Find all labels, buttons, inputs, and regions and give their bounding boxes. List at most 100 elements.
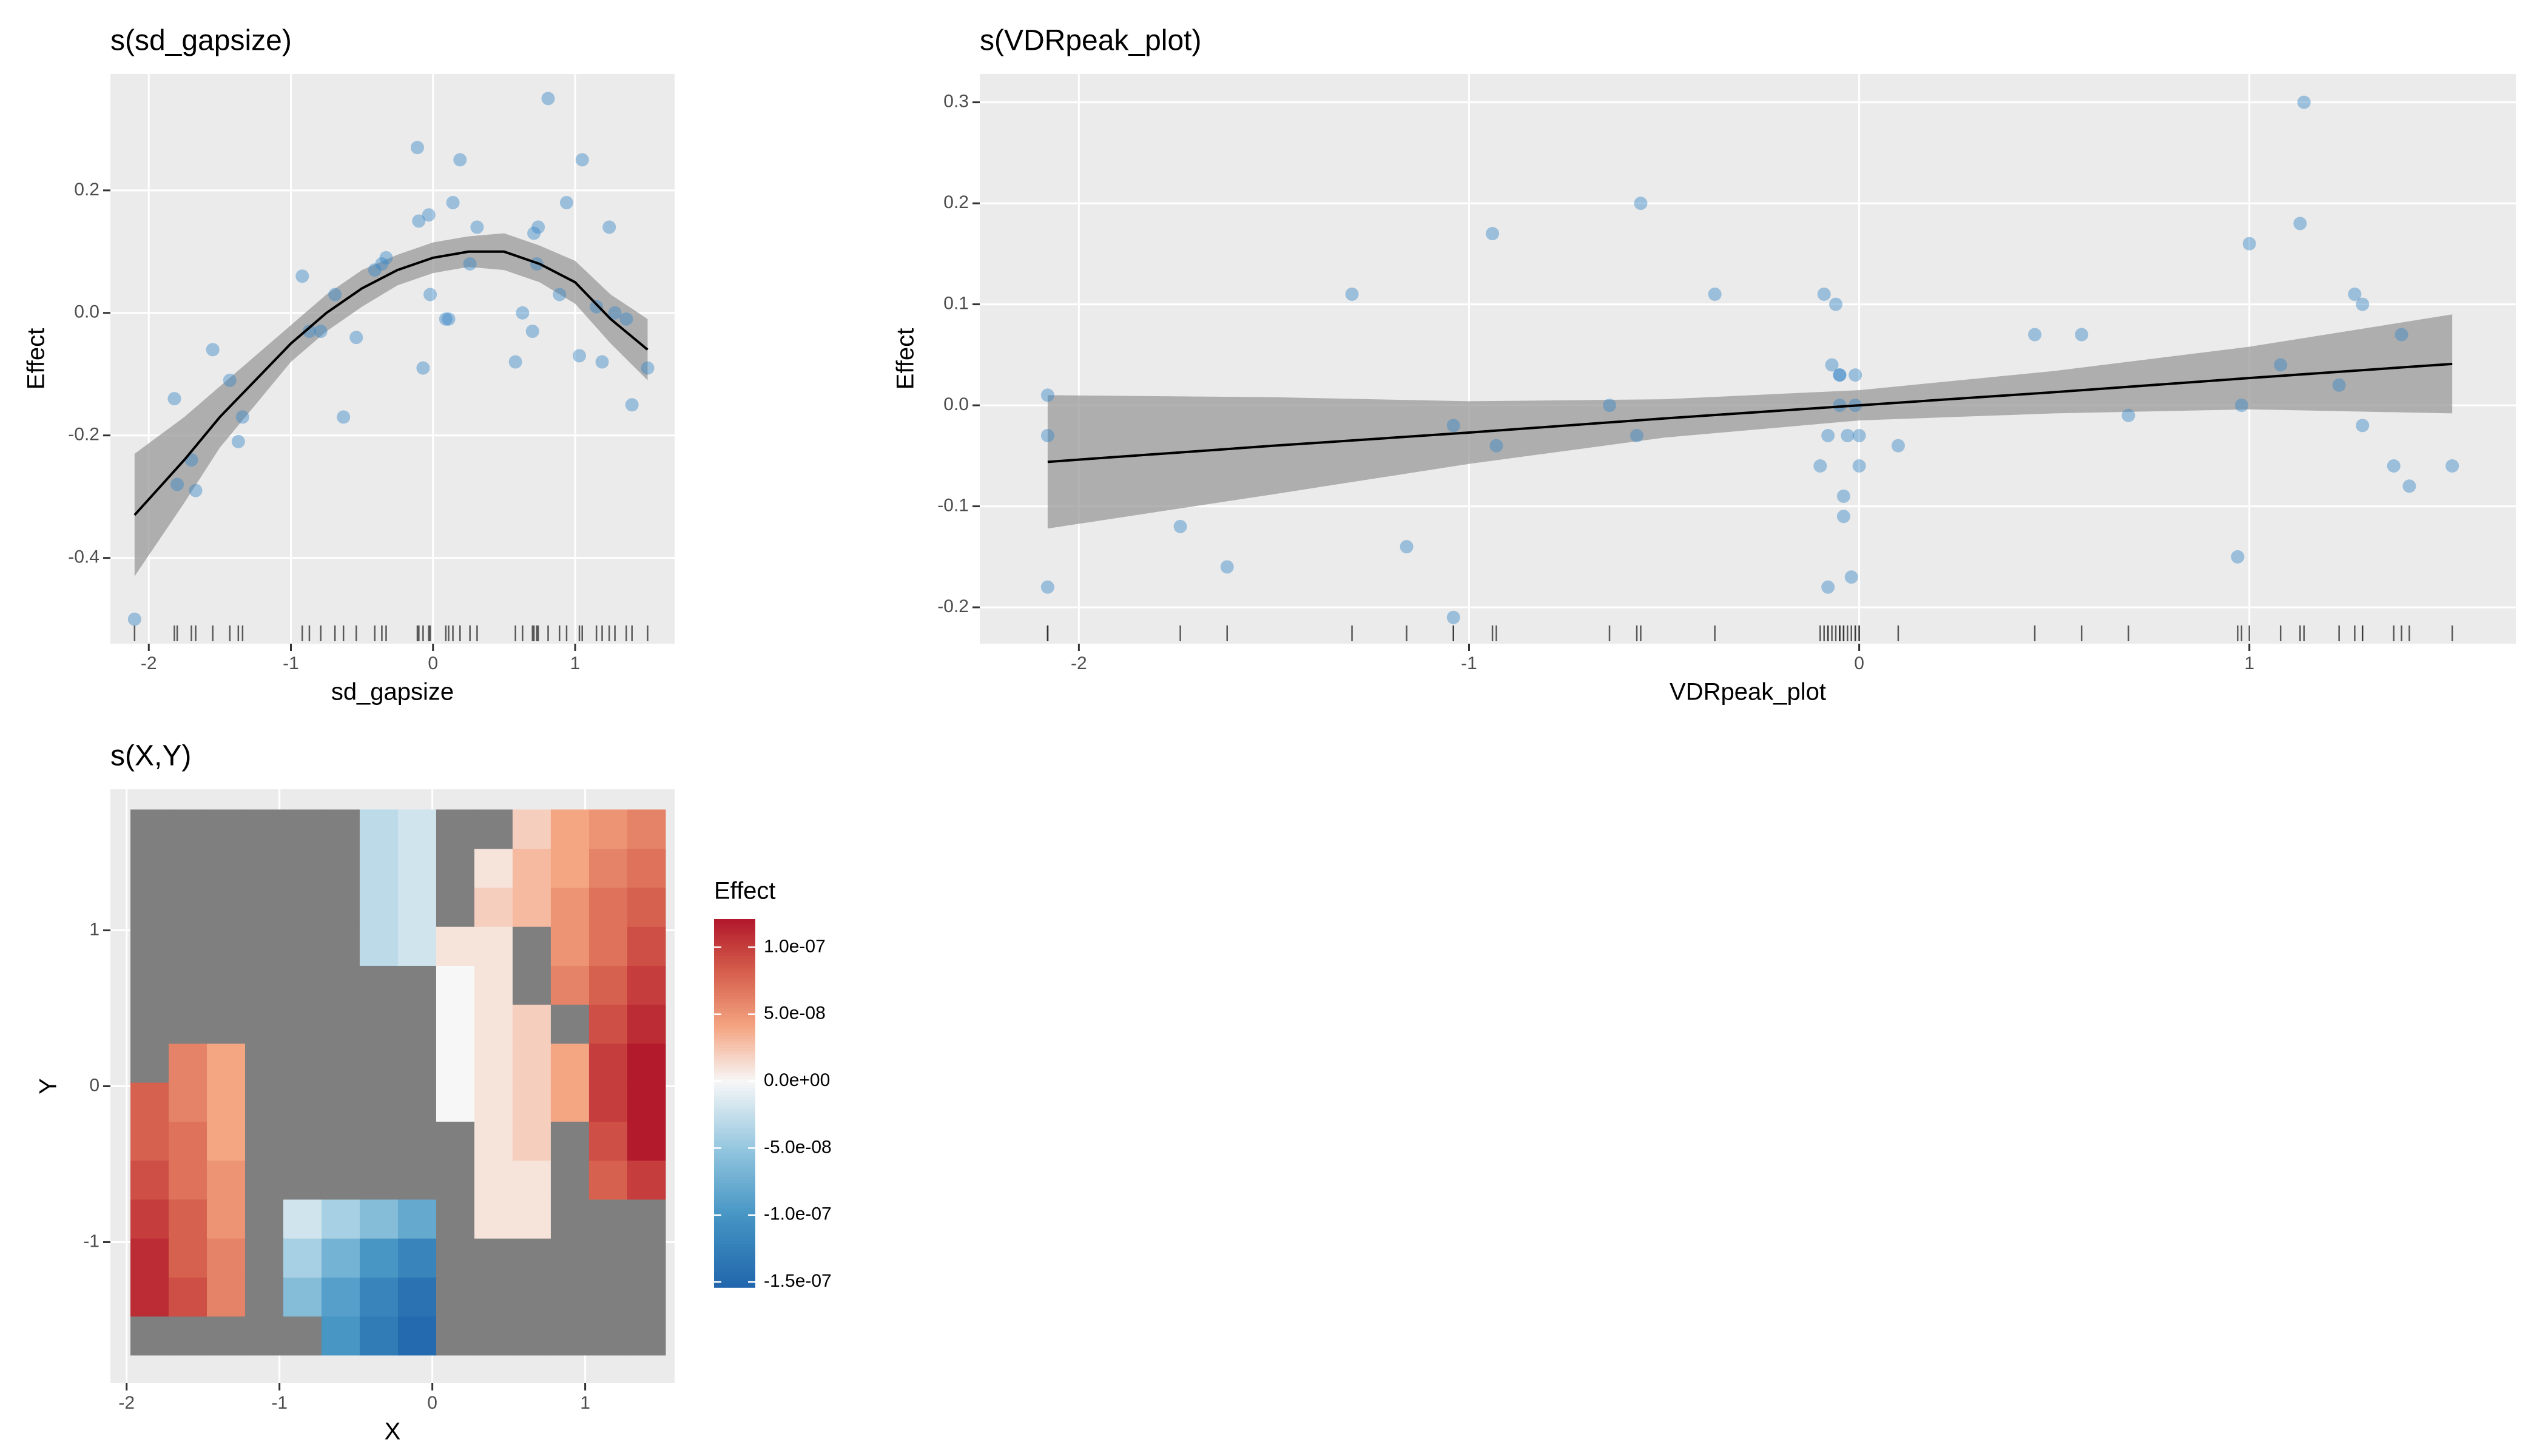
heat-tile	[627, 1082, 666, 1122]
heat-tile	[359, 848, 399, 888]
colorbar-slice	[714, 1131, 755, 1134]
data-point	[619, 312, 633, 326]
x-tick-label: -1	[1461, 653, 1477, 673]
colorbar-slice	[714, 977, 755, 981]
heat-tile	[321, 1316, 360, 1356]
data-point	[595, 355, 609, 369]
data-point	[1833, 399, 1847, 413]
heat-tile	[550, 1199, 590, 1239]
colorbar-slice	[714, 1082, 755, 1085]
heat-tile	[627, 1277, 666, 1317]
colorbar-slice	[714, 1204, 755, 1208]
heat-tile	[512, 809, 551, 849]
heat-tile	[359, 1043, 399, 1083]
colorbar-slice	[714, 1170, 755, 1175]
y-tick-label: 0.1	[943, 294, 969, 314]
x-axis-title: X	[385, 1418, 401, 1445]
colorbar-slice	[714, 965, 755, 969]
data-point	[2395, 328, 2408, 342]
x-tick-label: 1	[580, 1393, 590, 1413]
colorbar-slice	[714, 1134, 755, 1138]
x-tick-label: -1	[283, 653, 299, 673]
colorbar-slice	[714, 956, 755, 960]
colorbar-slice	[714, 971, 755, 975]
colorbar-slice	[714, 1155, 755, 1159]
heat-tile	[130, 926, 169, 966]
heat-tile	[627, 1316, 666, 1356]
colorbar-slice	[714, 1002, 755, 1006]
data-point	[375, 257, 389, 271]
heat-tile	[244, 1082, 284, 1122]
colorbar-slice	[714, 1213, 755, 1218]
colorbar-slice	[714, 952, 755, 957]
heat-tile	[168, 1199, 207, 1239]
y-tick-label: -0.1	[937, 495, 969, 515]
data-point	[453, 153, 467, 167]
heat-tile	[244, 1316, 284, 1356]
heat-tile	[206, 1316, 246, 1356]
heat-tile	[397, 1004, 437, 1044]
data-point	[442, 312, 456, 326]
data-point	[2297, 95, 2311, 109]
colorbar-slice	[714, 1192, 755, 1196]
y-tick-label: 1	[89, 919, 99, 939]
heat-tile	[321, 1160, 360, 1200]
colorbar-slice	[714, 1042, 755, 1046]
legend-label: -1.0e-07	[764, 1204, 832, 1224]
heat-tile	[512, 926, 551, 966]
colorbar-slice	[714, 1011, 755, 1015]
heat-tile	[206, 1160, 246, 1200]
heat-tile	[436, 926, 475, 966]
heat-tile	[512, 1121, 551, 1161]
heat-tile	[283, 1160, 322, 1200]
heat-tile	[436, 1199, 475, 1239]
heat-tile	[588, 1043, 628, 1083]
data-point	[516, 306, 530, 320]
colorbar-slice	[714, 1198, 755, 1202]
colorbar-slice	[714, 934, 755, 939]
heat-tile	[436, 1043, 475, 1083]
colorbar-slice	[714, 1072, 755, 1076]
heat-tile	[130, 1043, 169, 1083]
colorbar-slice	[714, 1272, 755, 1276]
colorbar-slice	[714, 996, 755, 1000]
data-point	[446, 196, 460, 210]
colorbar-slice	[714, 1036, 755, 1040]
y-tick-label: 0.0	[74, 302, 99, 322]
panel-background	[110, 74, 675, 644]
colorbar-slice	[714, 1115, 755, 1119]
heat-tile	[359, 1277, 399, 1317]
y-axis-title: Effect	[23, 328, 50, 390]
data-point	[2028, 328, 2042, 342]
heat-tile	[550, 1316, 590, 1356]
colorbar-slice	[714, 1250, 755, 1255]
colorbar-slice	[714, 1088, 755, 1092]
x-tick-label: -1	[271, 1393, 288, 1413]
heat-tile	[588, 926, 628, 966]
data-point	[559, 196, 573, 210]
data-point	[470, 220, 484, 234]
heat-tile	[588, 1199, 628, 1239]
colorbar-slice	[714, 1176, 755, 1181]
colorbar-slice	[714, 1140, 755, 1144]
heat-tile	[397, 965, 437, 1005]
colorbar-slice	[714, 1241, 755, 1245]
heat-tile	[627, 1121, 666, 1161]
colorbar-slice	[714, 1030, 755, 1033]
confidence-ribbon	[1047, 314, 2453, 529]
legend-label: -1.5e-07	[764, 1271, 832, 1291]
colorbar-slice	[714, 993, 755, 997]
heat-tile	[474, 1082, 513, 1122]
heat-tile	[474, 965, 513, 1005]
colorbar-slice	[714, 1112, 755, 1116]
heat-tile	[168, 965, 207, 1005]
data-point	[337, 410, 351, 424]
heat-tile	[130, 1160, 169, 1200]
data-point	[1813, 459, 1827, 473]
heat-tile	[397, 926, 437, 966]
data-point	[1825, 358, 1839, 372]
x-tick-label: 1	[2244, 653, 2254, 673]
heat-tile	[474, 1277, 513, 1317]
colorbar-slice	[714, 1100, 755, 1104]
